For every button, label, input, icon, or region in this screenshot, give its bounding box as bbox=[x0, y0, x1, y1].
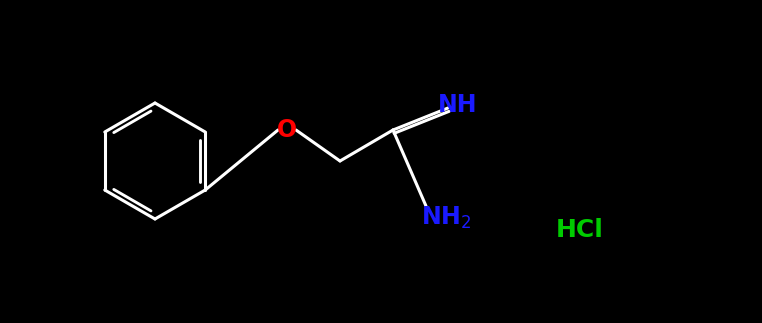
Text: HCl: HCl bbox=[556, 218, 604, 242]
Text: NH: NH bbox=[438, 93, 478, 117]
Text: O: O bbox=[277, 118, 297, 142]
Text: NH$_2$: NH$_2$ bbox=[421, 205, 471, 231]
